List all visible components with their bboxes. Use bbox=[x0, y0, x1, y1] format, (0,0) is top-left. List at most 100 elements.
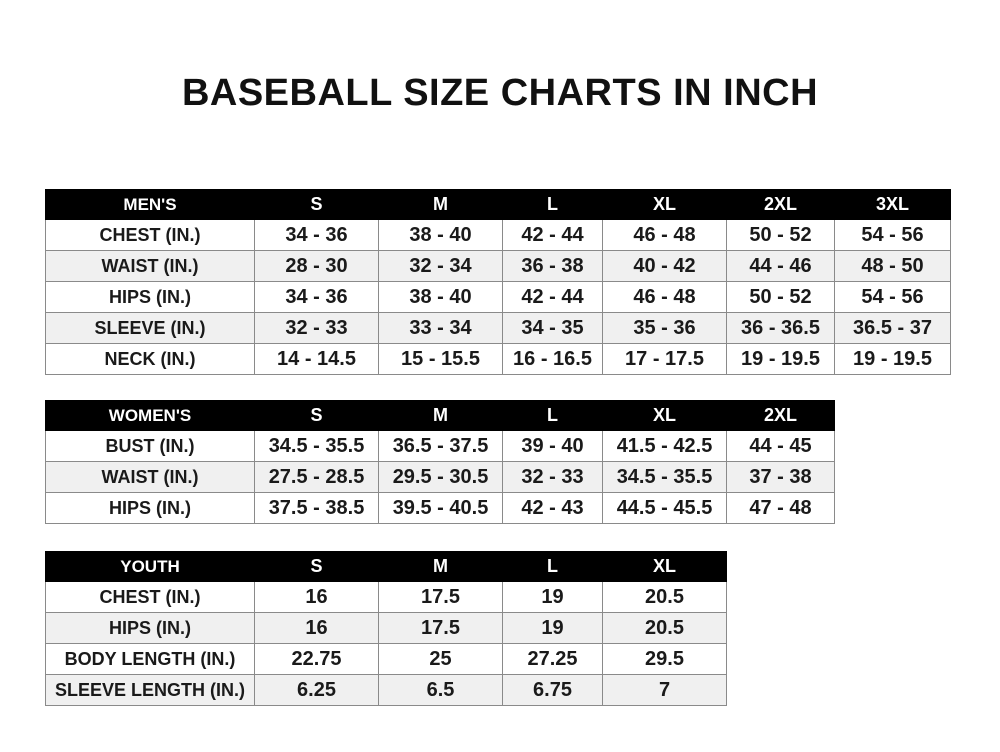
size-value: 7 bbox=[602, 674, 727, 706]
size-header: M bbox=[378, 189, 503, 220]
size-value: 42 - 44 bbox=[502, 281, 603, 313]
size-value: 54 - 56 bbox=[834, 219, 951, 251]
table-row: HIPS (IN.) 34 - 36 38 - 40 42 - 44 46 - 48 50… bbox=[45, 281, 951, 313]
size-header: 2XL bbox=[726, 189, 835, 220]
size-value: 39.5 - 40.5 bbox=[378, 492, 503, 524]
size-value: 47 - 48 bbox=[726, 492, 835, 524]
size-header: L bbox=[502, 551, 603, 582]
size-value: 17 - 17.5 bbox=[602, 343, 727, 375]
size-value: 28 - 30 bbox=[254, 250, 379, 282]
size-value: 20.5 bbox=[602, 581, 727, 613]
table-row: WAIST (IN.) 27.5 - 28.5 29.5 - 30.5 32 - 33… bbox=[45, 461, 835, 493]
size-value: 19 - 19.5 bbox=[726, 343, 835, 375]
table-row: HIPS (IN.) 37.5 - 38.5 39.5 - 40.5 42 - 43 4… bbox=[45, 492, 835, 524]
table-label: YOUTH bbox=[45, 551, 255, 582]
size-value: 37.5 - 38.5 bbox=[254, 492, 379, 524]
size-value: 14 - 14.5 bbox=[254, 343, 379, 375]
size-value: 42 - 44 bbox=[502, 219, 603, 251]
size-header: M bbox=[378, 551, 503, 582]
size-value: 42 - 43 bbox=[502, 492, 603, 524]
size-value: 25 bbox=[378, 643, 503, 675]
header-row: WOMEN'S S M L XL 2XL bbox=[45, 400, 835, 431]
measurement-label: CHEST (IN.) bbox=[45, 581, 255, 613]
size-value: 44 - 45 bbox=[726, 430, 835, 462]
size-value: 48 - 50 bbox=[834, 250, 951, 282]
size-value: 34.5 - 35.5 bbox=[602, 461, 727, 493]
table-row: BUST (IN.) 34.5 - 35.5 36.5 - 37.5 39 - 40 4… bbox=[45, 430, 835, 462]
size-header: L bbox=[502, 189, 603, 220]
size-value: 39 - 40 bbox=[502, 430, 603, 462]
table-row: SLEEVE (IN.) 32 - 33 33 - 34 34 - 35 35 - 36… bbox=[45, 312, 951, 344]
table-label: MEN'S bbox=[45, 189, 255, 220]
size-value: 36.5 - 37.5 bbox=[378, 430, 503, 462]
measurement-label: WAIST (IN.) bbox=[45, 461, 255, 493]
size-value: 33 - 34 bbox=[378, 312, 503, 344]
size-header: 2XL bbox=[726, 400, 835, 431]
size-value: 22.75 bbox=[254, 643, 379, 675]
size-value: 29.5 bbox=[602, 643, 727, 675]
measurement-label: SLEEVE (IN.) bbox=[45, 312, 255, 344]
measurement-label: BUST (IN.) bbox=[45, 430, 255, 462]
size-value: 36 - 38 bbox=[502, 250, 603, 282]
table-label: WOMEN'S bbox=[45, 400, 255, 431]
size-value: 44 - 46 bbox=[726, 250, 835, 282]
size-header: S bbox=[254, 551, 379, 582]
size-value: 36 - 36.5 bbox=[726, 312, 835, 344]
size-value: 34 - 36 bbox=[254, 219, 379, 251]
header-row: YOUTH S M L XL bbox=[45, 551, 727, 582]
size-value: 16 bbox=[254, 612, 379, 644]
size-value: 38 - 40 bbox=[378, 219, 503, 251]
table-row: SLEEVE LENGTH (IN.) 6.25 6.5 6.75 7 bbox=[45, 674, 727, 706]
size-value: 19 bbox=[502, 612, 603, 644]
size-value: 16 - 16.5 bbox=[502, 343, 603, 375]
size-value: 17.5 bbox=[378, 612, 503, 644]
size-value: 19 bbox=[502, 581, 603, 613]
size-value: 54 - 56 bbox=[834, 281, 951, 313]
size-value: 35 - 36 bbox=[602, 312, 727, 344]
size-value: 16 bbox=[254, 581, 379, 613]
size-header: L bbox=[502, 400, 603, 431]
size-value: 38 - 40 bbox=[378, 281, 503, 313]
size-value: 32 - 33 bbox=[254, 312, 379, 344]
size-value: 27.5 - 28.5 bbox=[254, 461, 379, 493]
size-header: XL bbox=[602, 400, 727, 431]
size-value: 20.5 bbox=[602, 612, 727, 644]
size-header: S bbox=[254, 189, 379, 220]
size-header: S bbox=[254, 400, 379, 431]
size-header: 3XL bbox=[834, 189, 951, 220]
measurement-label: BODY LENGTH (IN.) bbox=[45, 643, 255, 675]
size-value: 32 - 34 bbox=[378, 250, 503, 282]
mens-size-table: MEN'S S M L XL 2XL 3XL CHEST (IN.) 34 - 36 38 - 4… bbox=[45, 189, 951, 375]
measurement-label: HIPS (IN.) bbox=[45, 281, 255, 313]
table-row: CHEST (IN.) 16 17.5 19 20.5 bbox=[45, 581, 727, 613]
size-value: 36.5 - 37 bbox=[834, 312, 951, 344]
size-value: 50 - 52 bbox=[726, 219, 835, 251]
size-value: 32 - 33 bbox=[502, 461, 603, 493]
table-row: BODY LENGTH (IN.) 22.75 25 27.25 29.5 bbox=[45, 643, 727, 675]
womens-size-table: WOMEN'S S M L XL 2XL BUST (IN.) 34.5 - 35.5 36.5… bbox=[45, 400, 835, 524]
size-value: 37 - 38 bbox=[726, 461, 835, 493]
size-value: 40 - 42 bbox=[602, 250, 727, 282]
table-row: WAIST (IN.) 28 - 30 32 - 34 36 - 38 40 - 42 4… bbox=[45, 250, 951, 282]
size-value: 50 - 52 bbox=[726, 281, 835, 313]
table-row: HIPS (IN.) 16 17.5 19 20.5 bbox=[45, 612, 727, 644]
youth-size-table: YOUTH S M L XL CHEST (IN.) 16 17.5 19 20.5 HIPS (I… bbox=[45, 551, 727, 706]
page-title: BASEBALL SIZE CHARTS IN INCH bbox=[181, 72, 819, 114]
measurement-label: WAIST (IN.) bbox=[45, 250, 255, 282]
size-value: 29.5 - 30.5 bbox=[378, 461, 503, 493]
size-value: 46 - 48 bbox=[602, 219, 727, 251]
size-value: 6.5 bbox=[378, 674, 503, 706]
measurement-label: HIPS (IN.) bbox=[45, 492, 255, 524]
size-value: 44.5 - 45.5 bbox=[602, 492, 727, 524]
size-value: 27.25 bbox=[502, 643, 603, 675]
size-value: 19 - 19.5 bbox=[834, 343, 951, 375]
size-value: 15 - 15.5 bbox=[378, 343, 503, 375]
size-value: 34.5 - 35.5 bbox=[254, 430, 379, 462]
size-header: M bbox=[378, 400, 503, 431]
size-value: 6.25 bbox=[254, 674, 379, 706]
size-value: 17.5 bbox=[378, 581, 503, 613]
size-value: 46 - 48 bbox=[602, 281, 727, 313]
measurement-label: NECK (IN.) bbox=[45, 343, 255, 375]
header-row: MEN'S S M L XL 2XL 3XL bbox=[45, 189, 951, 220]
size-header: XL bbox=[602, 189, 727, 220]
